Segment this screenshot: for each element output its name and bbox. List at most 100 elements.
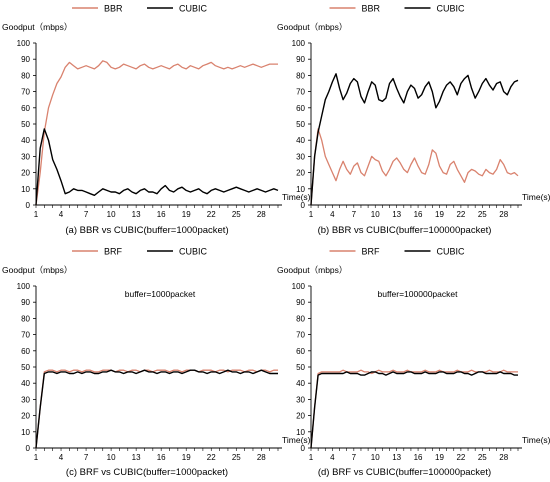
legend-label-0: BRF [362,247,381,257]
y-tick-label: 80 [21,71,30,80]
y-tick-label: 10 [21,428,30,437]
legend-label-0: BBR [104,4,123,14]
chart-panel-3: BRF CUBIC Goodput（mbps） 0 10 20 30 40 50 60 70 80 90… [277,247,550,479]
x-tick-label: 1 [34,453,39,462]
y-tick-label: 90 [21,55,30,64]
y-tick-label: 100 [292,282,306,291]
panel-caption: (c) BRF vs CUBIC(buffer=1000packet) [66,467,228,478]
y-tick-label: 20 [296,169,305,178]
y-tick-label: 80 [296,71,305,80]
x-tick-label: 19 [182,453,191,462]
y-axis-title: Goodput（mbps） [2,265,72,275]
y-axis-title: Goodput（mbps） [2,22,72,32]
x-tick-label: 19 [435,453,444,462]
x-tick-label: 28 [499,210,508,219]
y-tick-label: 70 [296,331,305,340]
series-line-bbr [35,60,278,206]
x-tick-label: 13 [132,210,141,219]
series-line-cubic [310,371,518,449]
y-tick-label: 70 [21,88,30,97]
y-tick-label: 30 [21,152,30,161]
x-tick-label: 13 [392,453,401,462]
x-tick-label: 7 [352,210,357,219]
x-tick-label: 4 [330,453,335,462]
x-tick-label: 4 [59,210,64,219]
panel-caption: (b) BBR vs CUBIC(buffer=100000packet) [318,225,492,236]
y-axis-title: Goodput（mbps） [277,265,347,275]
y-tick-label: 100 [292,39,306,48]
x-tick-label: 7 [84,210,89,219]
y-tick-label: 20 [21,169,30,178]
y-tick-label: 80 [21,314,30,323]
series-line-brf [310,369,518,449]
x-tick-label: 28 [257,453,266,462]
x-tick-label: 4 [330,210,335,219]
y-tick-label: 10 [21,185,30,194]
legend-label-0: BRF [104,247,123,257]
y-tick-label: 90 [296,298,305,307]
legend-label-0: BBR [362,4,381,14]
x-tick-label: 25 [232,453,241,462]
y-tick-label: 60 [296,347,305,356]
y-tick-label: 0 [26,201,31,210]
y-tick-label: 70 [21,331,30,340]
y-tick-label: 50 [21,363,30,372]
legend-label-1: CUBIC [437,247,466,257]
x-axis-title: Time(s) [522,192,550,202]
y-tick-label: 20 [21,412,30,421]
x-tick-label: 1 [309,210,314,219]
buffer-annotation: buffer=1000packet [125,289,196,299]
y-tick-label: 90 [21,298,30,307]
y-tick-label: 40 [21,379,30,388]
y-tick-label: 60 [21,347,30,356]
x-tick-label: 7 [84,453,89,462]
y-tick-label: 50 [296,120,305,129]
x-axis-title: Time(s) [282,435,311,445]
x-tick-label: 16 [414,453,423,462]
y-tick-label: 0 [301,201,306,210]
y-tick-label: 60 [21,104,30,113]
x-tick-label: 25 [232,210,241,219]
x-tick-label: 19 [182,210,191,219]
y-tick-label: 30 [21,395,30,404]
x-tick-label: 13 [392,210,401,219]
x-tick-label: 22 [207,210,216,219]
y-tick-label: 90 [296,55,305,64]
legend-label-1: CUBIC [179,247,208,257]
y-tick-label: 60 [296,104,305,113]
y-tick-label: 20 [296,412,305,421]
x-tick-label: 25 [478,210,487,219]
x-tick-label: 1 [309,453,314,462]
x-tick-label: 22 [207,453,216,462]
y-tick-label: 100 [17,282,31,291]
y-tick-label: 80 [296,314,305,323]
y-tick-label: 70 [296,88,305,97]
panel-caption: (d) BRF vs CUBIC(buffer=100000packet) [318,467,491,478]
y-tick-label: 50 [21,120,30,129]
x-tick-label: 1 [34,210,39,219]
x-axis-title: Time(s) [282,192,311,202]
series-line-cubic [35,369,278,449]
series-line-bbr [310,128,519,206]
x-tick-label: 10 [371,453,380,462]
x-tick-label: 28 [499,453,508,462]
x-tick-label: 13 [132,453,141,462]
y-tick-label: 0 [26,444,31,453]
y-axis-title: Goodput（mbps） [277,22,347,32]
panel-caption: (a) BBR vs CUBIC(buffer=1000packet) [65,225,228,236]
buffer-annotation: buffer=100000packet [378,289,459,299]
x-tick-label: 10 [107,453,116,462]
y-tick-label: 30 [296,395,305,404]
chart-panel-0: BBR CUBICGoodput（mbps）0102030405060708090… [2,4,311,237]
y-tick-label: 40 [21,136,30,145]
y-tick-label: 40 [296,379,305,388]
x-tick-label: 16 [157,453,166,462]
series-line-cubic [35,128,279,206]
x-tick-label: 16 [414,210,423,219]
legend-label-1: CUBIC [437,4,466,14]
y-tick-label: 10 [296,428,305,437]
x-tick-label: 28 [257,210,266,219]
y-tick-label: 40 [296,136,305,145]
y-tick-label: 10 [296,185,305,194]
